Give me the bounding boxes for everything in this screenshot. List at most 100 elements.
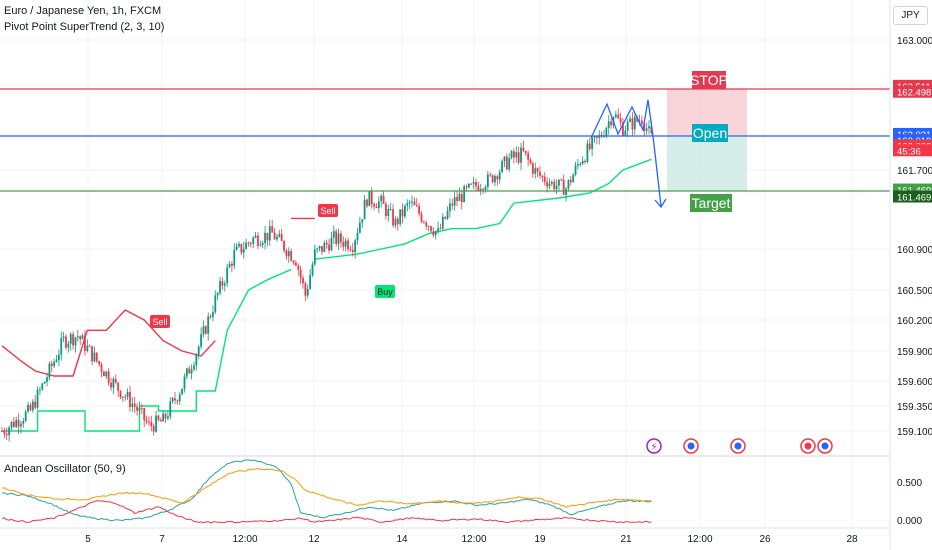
candle-body bbox=[257, 235, 259, 246]
candle-body bbox=[470, 183, 473, 185]
candle-body bbox=[285, 250, 288, 257]
candle-body bbox=[157, 415, 160, 420]
price-tag bbox=[893, 144, 932, 157]
candle-body bbox=[114, 379, 117, 383]
candle-body bbox=[565, 188, 567, 195]
candle-body bbox=[238, 243, 240, 247]
candle-body bbox=[477, 186, 480, 191]
oscillator-legend[interactable]: Andean Oscillator (50, 9) bbox=[4, 463, 126, 475]
oscillator-tick-label: 0.500 bbox=[897, 478, 922, 489]
candle-body bbox=[36, 389, 39, 408]
candle-body bbox=[72, 334, 74, 346]
buy-signal-label: Buy bbox=[377, 287, 393, 297]
candle-body bbox=[354, 240, 357, 253]
candle-body bbox=[404, 205, 406, 217]
time-tick-label: 28 bbox=[846, 534, 858, 545]
candle-body bbox=[126, 392, 129, 397]
candle-body bbox=[449, 203, 451, 212]
candle-body bbox=[513, 151, 515, 158]
candle-body bbox=[121, 396, 124, 398]
candle-body bbox=[358, 222, 361, 233]
indicator-legend[interactable]: Pivot Point SuperTrend (2, 3, 10) bbox=[4, 21, 165, 33]
time-tick-label: 7 bbox=[159, 534, 165, 545]
time-tick-label: 5 bbox=[85, 534, 91, 545]
candle-body bbox=[69, 334, 72, 344]
candle-body bbox=[235, 246, 238, 250]
candle-body bbox=[501, 160, 503, 173]
candle-body bbox=[240, 243, 243, 253]
candle-body bbox=[479, 188, 482, 191]
candle-body bbox=[233, 249, 236, 266]
candle-body bbox=[247, 242, 250, 244]
candle-body bbox=[567, 179, 570, 189]
candle-body bbox=[311, 264, 314, 276]
candle-body bbox=[1, 431, 3, 432]
candle-body bbox=[650, 126, 653, 134]
candle-body bbox=[413, 201, 416, 206]
candle-body bbox=[560, 179, 563, 181]
candle-body bbox=[190, 369, 193, 374]
candle-body bbox=[131, 403, 134, 408]
lightning-event-icon-glyph: ⚡ bbox=[650, 442, 657, 453]
candlesticks bbox=[1, 108, 653, 442]
dot-event-icon-center bbox=[804, 442, 812, 450]
candle-body bbox=[494, 176, 496, 183]
candle-body bbox=[389, 209, 392, 211]
candle-body bbox=[475, 182, 477, 187]
candle-body bbox=[24, 411, 27, 421]
supertrend-up-line bbox=[314, 158, 652, 260]
candle-body bbox=[162, 413, 165, 422]
candle-body bbox=[401, 209, 404, 217]
candle-body bbox=[65, 336, 67, 348]
candle-body bbox=[546, 182, 548, 187]
candle-body bbox=[292, 260, 295, 263]
candle-body bbox=[427, 226, 430, 228]
candle-body bbox=[294, 262, 297, 266]
candle-body bbox=[79, 336, 82, 340]
candle-body bbox=[377, 201, 380, 209]
candle-body bbox=[209, 316, 212, 318]
candle-body bbox=[264, 232, 266, 243]
candle-body bbox=[614, 114, 617, 118]
supertrend-lines bbox=[1, 158, 652, 432]
candle-body bbox=[124, 396, 127, 398]
candle-body bbox=[337, 233, 340, 244]
candle-body bbox=[3, 431, 6, 434]
price-tick-label: 161.700 bbox=[897, 166, 932, 177]
time-axis: 5 7 12:00 12 14 12:00 19 21 12:00 26 28 bbox=[85, 534, 858, 545]
candle-body bbox=[340, 233, 342, 243]
candle-body bbox=[505, 156, 508, 170]
price-tag bbox=[893, 190, 932, 203]
candle-body bbox=[496, 176, 499, 180]
candle-body bbox=[489, 174, 492, 176]
time-tick-label: 26 bbox=[759, 534, 771, 545]
candle-body bbox=[309, 275, 311, 289]
candle-body bbox=[245, 242, 248, 249]
price-tick-label: 163.000 bbox=[897, 36, 932, 47]
candle-body bbox=[204, 326, 207, 334]
price-tick-label: 160.200 bbox=[897, 316, 932, 327]
candle-body bbox=[392, 209, 394, 226]
candle-body bbox=[527, 153, 530, 160]
candle-body bbox=[223, 283, 226, 286]
candle-body bbox=[129, 392, 131, 408]
candle-body bbox=[579, 163, 582, 165]
oscillator-line bbox=[1, 467, 652, 508]
oscillator-tick-label: 0.000 bbox=[897, 516, 922, 527]
candle-body bbox=[408, 202, 411, 204]
candle-body bbox=[183, 376, 186, 389]
candle-body bbox=[302, 277, 304, 284]
projection-arrow bbox=[590, 99, 667, 209]
candle-body bbox=[12, 421, 15, 427]
candle-body bbox=[529, 159, 532, 164]
candle-body bbox=[5, 433, 8, 436]
candle-body bbox=[541, 175, 544, 177]
candle-body bbox=[10, 421, 13, 428]
currency-button[interactable]: JPY bbox=[893, 6, 928, 25]
candle-body bbox=[202, 326, 205, 335]
symbol-legend[interactable]: Euro / Japanese Yen, 1h, FXCM bbox=[4, 5, 162, 17]
candle-body bbox=[178, 394, 181, 402]
candle-body bbox=[553, 181, 556, 190]
candle-body bbox=[458, 194, 461, 201]
